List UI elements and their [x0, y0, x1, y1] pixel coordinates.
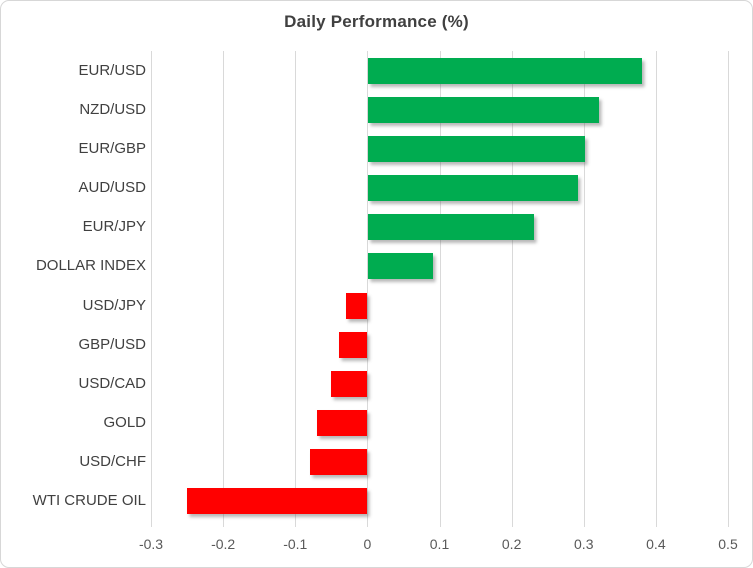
axis-tick: [439, 521, 441, 527]
x-tick-label: -0.1: [283, 536, 308, 552]
bar-dollar-index: [368, 253, 434, 280]
x-tick-label: 0.3: [574, 536, 594, 552]
gridline: [439, 51, 441, 521]
x-tick-label: -0.2: [211, 536, 236, 552]
bar-usd-chf: [309, 449, 368, 476]
category-label: USD/JPY: [82, 296, 146, 314]
category-label: NZD/USD: [79, 100, 146, 118]
plot-area: [151, 51, 729, 527]
x-tick-label: 0.1: [429, 536, 450, 552]
bar-eur-usd: [368, 57, 643, 84]
axis-tick: [367, 521, 369, 527]
axis-tick: [728, 521, 729, 527]
category-label: DOLLAR INDEX: [35, 257, 146, 275]
bar-nzd-usd: [368, 96, 600, 123]
gridline: [151, 51, 152, 521]
x-tick-label: 0: [363, 536, 372, 552]
x-tick-label: 0.2: [501, 536, 522, 552]
category-label: USD/CAD: [78, 374, 146, 392]
gridline: [511, 51, 513, 521]
gridline: [728, 51, 729, 521]
gridline: [655, 51, 657, 521]
category-label: EUR/GBP: [78, 139, 146, 157]
category-label: EUR/USD: [78, 61, 146, 79]
category-label: WTI CRUDE OIL: [32, 492, 146, 510]
category-label: AUD/USD: [78, 179, 146, 197]
bar-aud-usd: [368, 175, 578, 202]
category-label: USD/CHF: [79, 453, 146, 471]
axis-tick: [223, 521, 225, 527]
axis-tick: [583, 521, 585, 527]
bar-usd-jpy: [345, 292, 368, 319]
bar-wti-crude-oil: [187, 488, 368, 515]
axis-tick: [655, 521, 657, 527]
x-tick-label: 0.4: [646, 536, 666, 552]
bar-usd-cad: [331, 370, 368, 397]
gridline: [583, 51, 585, 521]
chart-title: Daily Performance (%): [284, 12, 469, 31]
gridline: [367, 51, 369, 521]
axis-tick: [295, 521, 297, 527]
axis-tick: [511, 521, 513, 527]
bar-eur-jpy: [368, 214, 535, 241]
category-label: GOLD: [103, 414, 146, 432]
x-tick-label: -0.3: [138, 536, 164, 552]
gridline: [223, 51, 225, 521]
gridline: [295, 51, 297, 521]
bar-eur-gbp: [368, 135, 585, 162]
bar-gbp-usd: [338, 331, 368, 358]
axis-tick: [151, 521, 152, 527]
x-tick-label: 0.5: [718, 536, 738, 552]
category-label: EUR/JPY: [82, 218, 146, 236]
category-label: GBP/USD: [78, 335, 146, 353]
bar-gold: [316, 410, 368, 437]
